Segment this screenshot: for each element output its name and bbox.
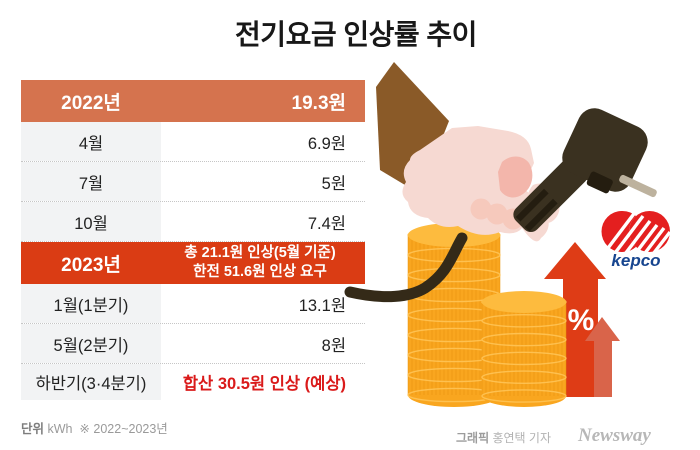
svg-text:%: %: [568, 304, 595, 337]
svg-text:kepco: kepco: [611, 251, 660, 270]
